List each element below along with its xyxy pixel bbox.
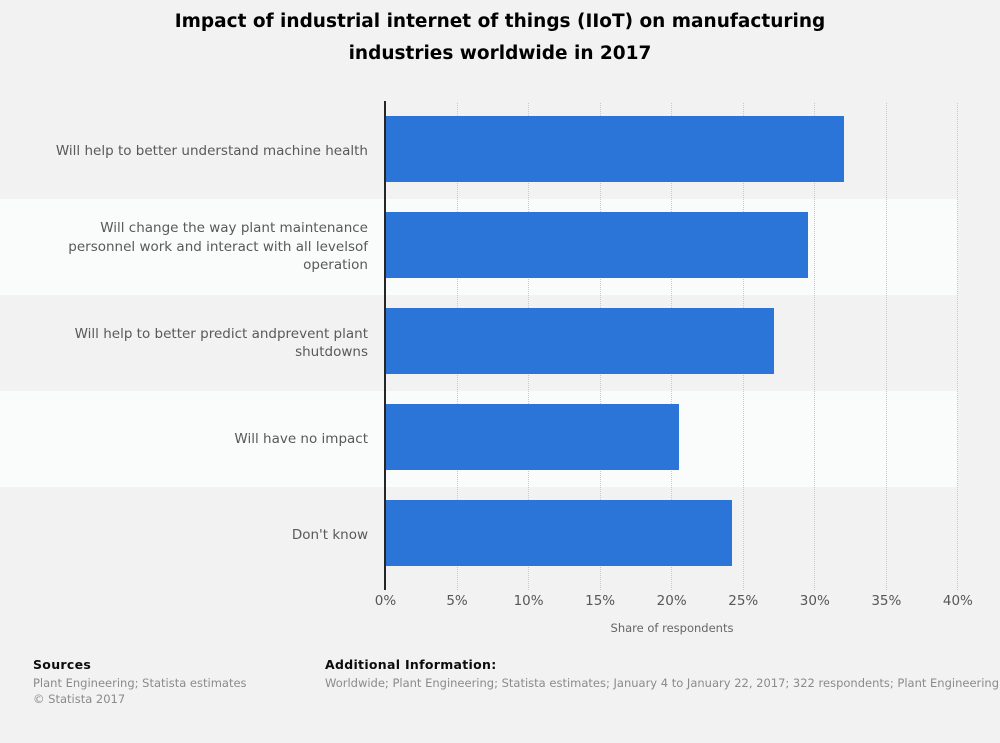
x-tick-label-0pct: 0% <box>374 593 397 609</box>
copyright-line: © Statista 2017 <box>33 691 126 706</box>
additional-info-text: Worldwide; Plant Engineering; Statista e… <box>325 676 1000 690</box>
category-label-2: Will help to better predict andprevent p… <box>74 325 368 361</box>
bar-2[interactable] <box>386 308 774 374</box>
x-tick-label-40pct: 40% <box>942 593 973 609</box>
sources-heading: Sources <box>33 657 92 672</box>
bar-1[interactable] <box>386 212 809 278</box>
x-tick-label-35pct: 35% <box>871 593 902 609</box>
additional-info-heading: Additional Information: <box>325 657 497 672</box>
x-tick-label-25pct: 25% <box>728 593 759 609</box>
category-label-3: Will have no impact <box>234 430 368 447</box>
x-tick-label-5pct: 5% <box>446 593 468 609</box>
category-label-4: Don't know <box>291 526 368 543</box>
bar-3[interactable] <box>386 404 680 470</box>
x-tick-label-15pct: 15% <box>585 593 616 609</box>
gridline-35pct <box>885 103 887 590</box>
gridline-40pct <box>957 103 959 590</box>
plot-area: Will help to better understand machine h… <box>0 101 959 590</box>
additional-info-block: Additional Information: Worldwide; Plant… <box>325 657 1000 692</box>
category-label-1: Will change the way plant maintenance pe… <box>68 220 368 274</box>
x-tick-label-20pct: 20% <box>656 593 687 609</box>
x-tick-label-10pct: 10% <box>513 593 544 609</box>
category-label-0: Will help to better understand machine h… <box>55 142 368 159</box>
x-axis-title: Share of respondents <box>610 621 734 635</box>
y-axis-line <box>384 101 386 590</box>
chart-title-line1: Impact of industrial internet of things … <box>174 11 826 32</box>
sources-block: Sources Plant Engineering; Statista esti… <box>33 657 247 707</box>
x-tick-label-30pct: 30% <box>799 593 830 609</box>
bar-0[interactable] <box>386 116 844 182</box>
gridline-30pct <box>814 103 816 590</box>
x-axis-ticks: 0% 5% 10% 15% 20% 25% 30% 35% 40% <box>0 593 1000 611</box>
chart-title-line2: industries worldwide in 2017 <box>348 43 652 64</box>
sources-line: Plant Engineering; Statista estimates <box>33 676 247 690</box>
bar-4[interactable] <box>386 500 733 566</box>
chart-title: Impact of industrial internet of things … <box>0 6 1000 70</box>
